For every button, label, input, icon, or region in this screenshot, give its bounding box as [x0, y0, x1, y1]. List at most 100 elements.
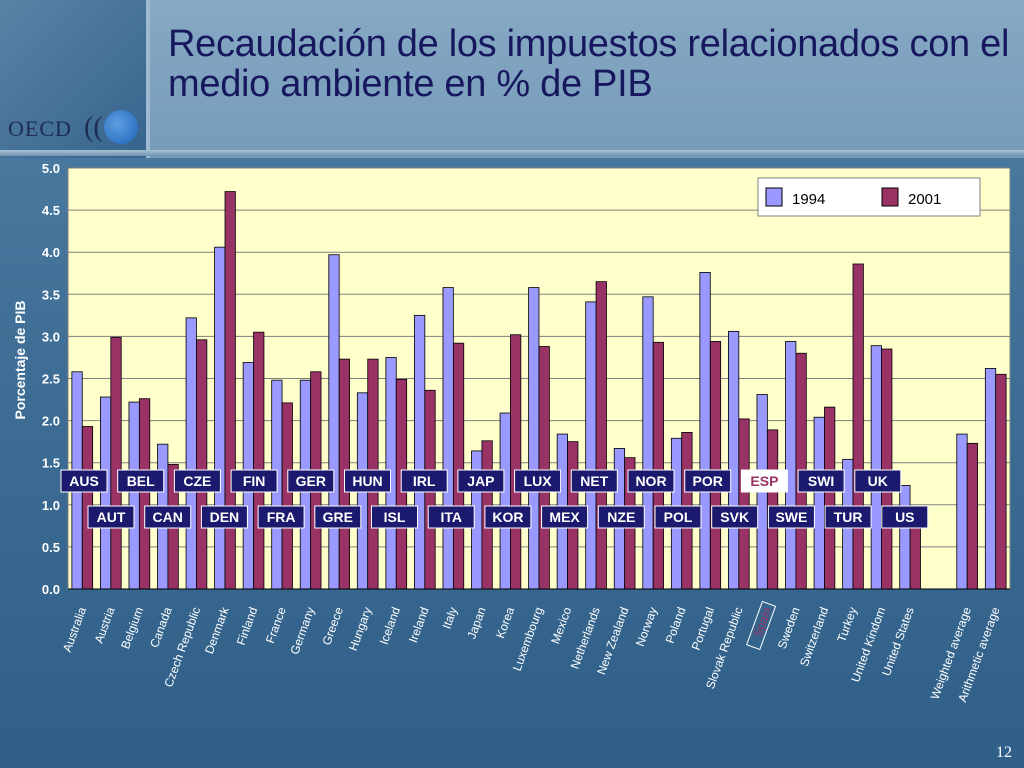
bar-2001 — [538, 346, 550, 590]
country-code-badge — [457, 469, 505, 493]
y-tick-label: 4.5 — [42, 203, 60, 218]
bar-2001 — [966, 442, 978, 590]
country-code-label: UK — [868, 473, 888, 489]
country-code-label: ESP — [750, 473, 778, 489]
legend-swatch — [765, 187, 783, 207]
country-code-badge — [484, 505, 532, 529]
country-code-label: NOR — [635, 473, 666, 489]
header-band — [0, 0, 1024, 158]
country-code-label: MEX — [549, 509, 580, 525]
oecd-logo-text: OECD — [8, 116, 72, 141]
oecd-logo-circle-icon — [104, 110, 138, 144]
bar-2001 — [652, 341, 664, 590]
country-code-label: SWI — [808, 473, 834, 489]
country-code-label: FIN — [243, 473, 266, 489]
country-code-badge — [824, 505, 872, 529]
bar-1994 — [728, 330, 740, 590]
bar-2001 — [110, 336, 122, 590]
country-code-badge — [797, 469, 845, 493]
country-code-label: NZE — [607, 509, 635, 525]
bar-1994 — [185, 317, 197, 590]
bar-2001 — [196, 339, 208, 590]
x-tick-label: Germany — [287, 605, 317, 656]
bar-1994 — [585, 301, 597, 590]
country-code-label: LUX — [524, 473, 553, 489]
x-tick-label: Norway — [633, 605, 660, 648]
legend — [757, 177, 981, 217]
x-tick-label: Italy — [439, 605, 460, 630]
country-code-badge — [287, 469, 335, 493]
country-code-badge — [854, 469, 902, 493]
bar-2001 — [824, 406, 836, 590]
country-code-badge — [597, 505, 645, 529]
country-code-label: POR — [693, 473, 723, 489]
bar-2001 — [738, 418, 750, 590]
highlight-box — [746, 600, 777, 651]
country-code-label: CAN — [153, 509, 183, 525]
x-tick-label: Ireland — [406, 605, 432, 644]
y-tick-label: 0.0 — [42, 582, 60, 597]
bar-1994 — [785, 341, 797, 590]
legend-label: 2001 — [908, 191, 941, 208]
country-code-badge — [684, 469, 732, 493]
bar-1994 — [499, 412, 511, 590]
country-code-badge — [60, 469, 108, 493]
page-number: 12 — [996, 744, 1012, 761]
y-tick-label: 5.0 — [42, 161, 60, 176]
country-code-label: DEN — [210, 509, 240, 525]
country-code-label: FRA — [267, 509, 296, 525]
bar-2001 — [224, 191, 236, 590]
y-tick-label: 3.5 — [42, 287, 60, 302]
country-code-badge — [314, 505, 362, 529]
oecd-logo: OECD (( — [8, 108, 138, 148]
country-code-badge — [371, 505, 418, 529]
y-tick-label: 1.0 — [42, 498, 60, 513]
country-code-label: BEL — [127, 473, 155, 489]
country-code-badge — [173, 469, 221, 493]
country-code-badge — [344, 469, 391, 493]
country-code-badge — [427, 505, 475, 529]
legend-swatch — [881, 187, 899, 207]
bar-2001 — [995, 373, 1007, 590]
x-tick-label: Turkey — [834, 605, 860, 644]
country-code-label: JAP — [467, 473, 494, 489]
country-code-label: GRE — [323, 509, 353, 525]
country-code-label: HUN — [352, 473, 382, 489]
country-code-label: ITA — [440, 509, 462, 525]
country-code-badge — [87, 505, 135, 529]
bar-1994 — [528, 287, 540, 590]
x-tick-label: Poland — [663, 605, 689, 645]
bar-1994 — [328, 254, 340, 590]
bar-1994 — [899, 485, 911, 590]
x-tick-label: Denmark — [202, 604, 232, 655]
x-tick-label: Greece — [319, 605, 346, 647]
bar-2001 — [253, 331, 265, 590]
country-code-badge — [740, 469, 788, 493]
country-code-badge — [514, 469, 562, 493]
y-tick-label: 0.5 — [42, 540, 60, 555]
bar-2001 — [510, 334, 522, 590]
bar-1994 — [442, 287, 454, 590]
bar-2001 — [452, 342, 465, 590]
bar-1994 — [813, 416, 825, 590]
x-tick-label: Mexico — [548, 605, 574, 646]
x-tick-label: Canada — [147, 605, 175, 650]
country-code-label: GER — [296, 473, 326, 489]
bar-2001 — [852, 263, 864, 590]
country-code-badge — [117, 469, 165, 493]
bar-1994 — [414, 314, 426, 590]
bar-1994 — [699, 272, 711, 590]
country-code-label: SWE — [775, 509, 807, 525]
y-tick-label: 1.5 — [42, 456, 60, 471]
country-code-badge — [200, 505, 248, 529]
bar-2001 — [281, 402, 293, 590]
country-code-badge — [881, 505, 929, 529]
legend-label: 1994 — [792, 191, 825, 208]
y-tick-label: 2.5 — [42, 372, 60, 387]
slide-title: Recaudación de los impuestos relacionado… — [168, 23, 1010, 105]
x-tick-label: Iceland — [377, 605, 403, 646]
x-tick-label: Finland — [234, 605, 261, 647]
country-code-badge — [654, 505, 702, 529]
x-tick-label: Korea — [493, 605, 517, 640]
